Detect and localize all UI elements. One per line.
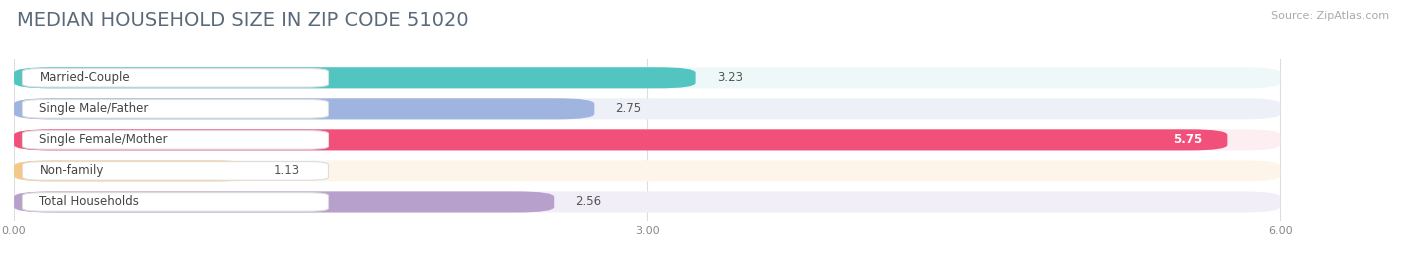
FancyBboxPatch shape: [22, 162, 329, 180]
Text: Married-Couple: Married-Couple: [39, 71, 129, 84]
Text: Single Female/Mother: Single Female/Mother: [39, 133, 167, 146]
Text: Single Male/Father: Single Male/Father: [39, 102, 149, 115]
FancyBboxPatch shape: [22, 130, 329, 149]
FancyBboxPatch shape: [14, 98, 595, 119]
FancyBboxPatch shape: [14, 160, 1279, 182]
Text: 2.56: 2.56: [575, 196, 602, 208]
Text: 5.75: 5.75: [1173, 133, 1202, 146]
Text: MEDIAN HOUSEHOLD SIZE IN ZIP CODE 51020: MEDIAN HOUSEHOLD SIZE IN ZIP CODE 51020: [17, 11, 468, 30]
FancyBboxPatch shape: [22, 69, 329, 87]
FancyBboxPatch shape: [14, 129, 1279, 150]
FancyBboxPatch shape: [22, 100, 329, 118]
FancyBboxPatch shape: [14, 160, 253, 182]
Text: 3.23: 3.23: [717, 71, 742, 84]
FancyBboxPatch shape: [14, 129, 1227, 150]
Text: Source: ZipAtlas.com: Source: ZipAtlas.com: [1271, 11, 1389, 21]
FancyBboxPatch shape: [14, 192, 1279, 213]
FancyBboxPatch shape: [14, 98, 1279, 119]
FancyBboxPatch shape: [22, 193, 329, 211]
FancyBboxPatch shape: [14, 192, 554, 213]
FancyBboxPatch shape: [14, 67, 1279, 88]
FancyBboxPatch shape: [14, 67, 696, 88]
Text: 2.75: 2.75: [616, 102, 641, 115]
Text: Non-family: Non-family: [39, 164, 104, 178]
Text: 1.13: 1.13: [274, 164, 299, 178]
Text: Total Households: Total Households: [39, 196, 139, 208]
